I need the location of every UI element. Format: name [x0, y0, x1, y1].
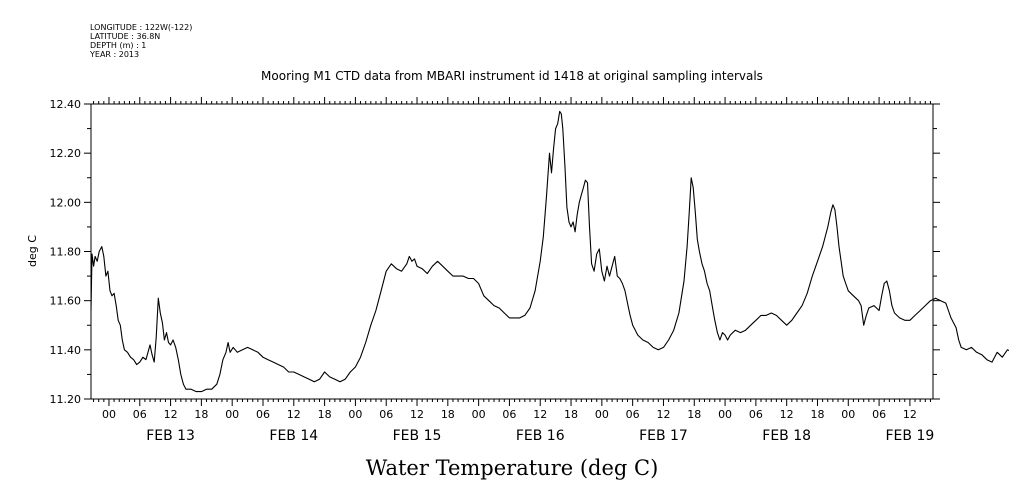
- x-hour-label: 18: [441, 408, 455, 421]
- x-hour-label: 12: [287, 408, 301, 421]
- x-hour-label: 06: [626, 408, 640, 421]
- x-day-label: FEB 16: [516, 428, 565, 444]
- x-axis-label: Water Temperature (deg C): [366, 456, 659, 480]
- y-tick-label: 12.00: [50, 196, 82, 209]
- x-day-label: FEB 13: [146, 428, 195, 444]
- x-hour-label: 00: [718, 408, 732, 421]
- x-hour-label: 00: [472, 408, 486, 421]
- x-day-label: FEB 19: [886, 428, 935, 444]
- x-hour-label: 00: [102, 408, 116, 421]
- x-hour-label: 18: [687, 408, 701, 421]
- x-hour-label: 18: [810, 408, 824, 421]
- y-tick-label: 11.60: [50, 295, 82, 308]
- x-hour-label: 06: [256, 408, 270, 421]
- x-day-label: FEB 17: [639, 428, 688, 444]
- x-hour-label: 18: [194, 408, 208, 421]
- x-day-label: FEB 15: [393, 428, 442, 444]
- x-hour-label: 00: [841, 408, 855, 421]
- x-hour-label: 06: [133, 408, 147, 421]
- x-day-label: FEB 18: [762, 428, 811, 444]
- y-tick-label: 11.40: [50, 344, 82, 357]
- x-hour-label: 00: [225, 408, 239, 421]
- x-hour-label: 18: [318, 408, 332, 421]
- x-hour-label: 12: [656, 408, 670, 421]
- x-hour-label: 18: [564, 408, 578, 421]
- x-hour-label: 12: [903, 408, 917, 421]
- y-tick-label: 11.20: [50, 393, 82, 406]
- y-tick-label: 12.40: [50, 98, 82, 111]
- y-tick-label: 12.20: [50, 147, 82, 160]
- x-hour-label: 12: [780, 408, 794, 421]
- x-hour-label: 06: [379, 408, 393, 421]
- year-label: YEAR : 2013: [89, 50, 139, 59]
- x-hour-label: 12: [164, 408, 178, 421]
- x-hour-label: 00: [348, 408, 362, 421]
- y-tick-label: 11.80: [50, 246, 82, 259]
- chart-title: Mooring M1 CTD data from MBARI instrumen…: [261, 69, 763, 83]
- longitude-label: LONGITUDE : 122W(-122): [90, 23, 192, 32]
- x-hour-label: 06: [749, 408, 763, 421]
- x-day-label: FEB 14: [269, 428, 318, 444]
- plot-frame: [90, 103, 934, 400]
- axes-group: 11.20 11.40 11.60 11.80 12.00 12.20 12.40 00 06 1…: [50, 97, 940, 444]
- x-hour-label: 12: [533, 408, 547, 421]
- y-axis-label: deg C: [26, 235, 39, 267]
- temperature-series-line: [90, 110, 1009, 393]
- x-hour-label: 00: [595, 408, 609, 421]
- x-hour-label: 06: [502, 408, 516, 421]
- x-hour-label: 06: [872, 408, 886, 421]
- depth-label: DEPTH (m) : 1: [90, 41, 146, 50]
- x-hour-label: 12: [410, 408, 424, 421]
- latitude-label: LATITUDE : 36.8N: [90, 32, 160, 41]
